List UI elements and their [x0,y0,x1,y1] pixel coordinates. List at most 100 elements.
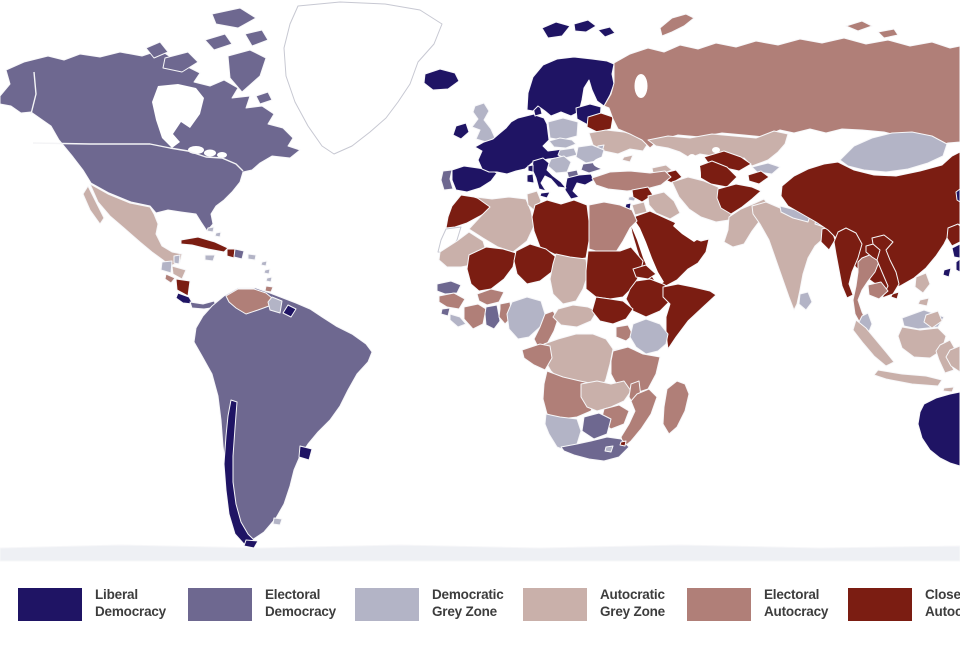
region-nicaragua [175,278,191,297]
region-sri-lanka [798,291,813,311]
aral-sea [712,147,720,153]
red-sea [631,219,664,286]
region-zambia [580,380,632,412]
region-french-guiana [282,304,297,318]
region-iceland [423,68,460,91]
region-lesser-antilles [260,260,273,283]
legend-label: Democratic Grey Zone [432,587,504,619]
region-cote-divoire [463,303,487,330]
region-puerto-rico [247,253,257,261]
region-haiti [226,248,236,259]
region-north-korea [946,223,960,247]
region-mozambique [620,388,658,448]
region-senegal [436,280,462,295]
region-trinidad [264,285,274,293]
region-eswatini [619,440,627,447]
region-morocco [445,194,492,229]
region-libya [531,199,590,261]
region-dominican-republic [233,248,245,260]
hudson-bay [152,84,204,148]
region-guyana [267,296,283,314]
legend-label: Electoral Autocracy [764,587,829,619]
region-new-siberian-islands [845,20,899,39]
region-greenland [283,1,443,155]
region-mongolia [839,131,948,173]
region-belize [173,254,181,265]
region-scandinavia [526,56,615,117]
region-belarus [586,112,614,133]
region-cambodia [867,281,889,300]
region-portugal [440,169,454,191]
region-sierra-leone [440,307,451,317]
region-antarctica [0,544,960,562]
region-chile [223,399,255,545]
region-bahamas [206,226,222,238]
region-uganda [615,324,634,342]
map-legend: Liberal Democracy Electoral Democracy Demo… [0,575,960,652]
region-spain [451,165,498,193]
legend-label: Autocratic Grey Zone [600,587,665,619]
region-philippines [914,272,943,329]
region-turkmenistan [695,160,738,188]
region-mali [466,246,517,292]
region-vietnam [871,234,900,299]
legend-label: Electoral Democracy [265,587,336,619]
region-south-africa [560,436,630,462]
region-lesser-sunda [942,386,955,393]
region-burkina-faso [476,288,505,306]
region-somalia [662,283,717,350]
region-tajikistan [747,170,770,185]
region-balkans [547,155,572,174]
legend-label: Liberal Democracy [95,587,166,619]
region-niger [513,243,557,285]
region-eritrea [632,264,657,280]
region-ireland [452,122,470,140]
region-congo-gabon [521,343,553,371]
region-nigeria [506,296,546,340]
electoral-democracy-swatch [188,588,252,621]
region-egypt [588,201,638,253]
region-el-salvador [164,273,176,284]
region-jamaica [204,254,216,262]
region-new-guinea [945,345,960,373]
region-guatemala [160,260,173,274]
region-iraq [647,191,681,220]
region-poland [547,117,579,141]
region-algeria [468,196,535,253]
region-sumatra [852,319,895,367]
region-sicily [539,191,551,199]
region-myanmar [833,227,863,299]
liberal-democracy-swatch [18,588,82,621]
region-costa-rica [175,292,194,305]
region-borneo-indonesia [897,326,947,359]
white-sea [634,74,648,98]
black-sea [593,154,657,172]
region-liberia [449,313,467,328]
democratic-grey-zone-swatch [355,588,419,621]
region-hungary [557,147,578,159]
region-china [780,151,960,290]
region-czech-slovakia [548,137,577,149]
region-arctic-islands [145,7,273,105]
region-baja-california [82,185,105,225]
region-australia [917,391,960,467]
region-lesotho [604,445,614,453]
region-novaya-zemlya [659,13,695,37]
legend-label: ClosedAutocracy [925,587,960,619]
region-south-korea [951,243,960,259]
world-regime-map [0,1,960,562]
region-botswana [581,412,612,440]
region-falkland-islands [272,517,283,526]
autocratic-grey-zone-swatch [523,588,587,621]
region-afghanistan [716,183,762,215]
region-guinea [438,292,466,310]
region-south-sudan [591,296,634,325]
region-italy [531,157,567,192]
region-ghana [484,304,501,330]
region-chad [549,253,589,305]
region-kenya [629,318,669,355]
region-taiwan [942,267,952,278]
region-crimea [621,154,634,163]
region-united-kingdom [471,102,496,143]
electoral-autocracy-swatch [687,588,751,621]
